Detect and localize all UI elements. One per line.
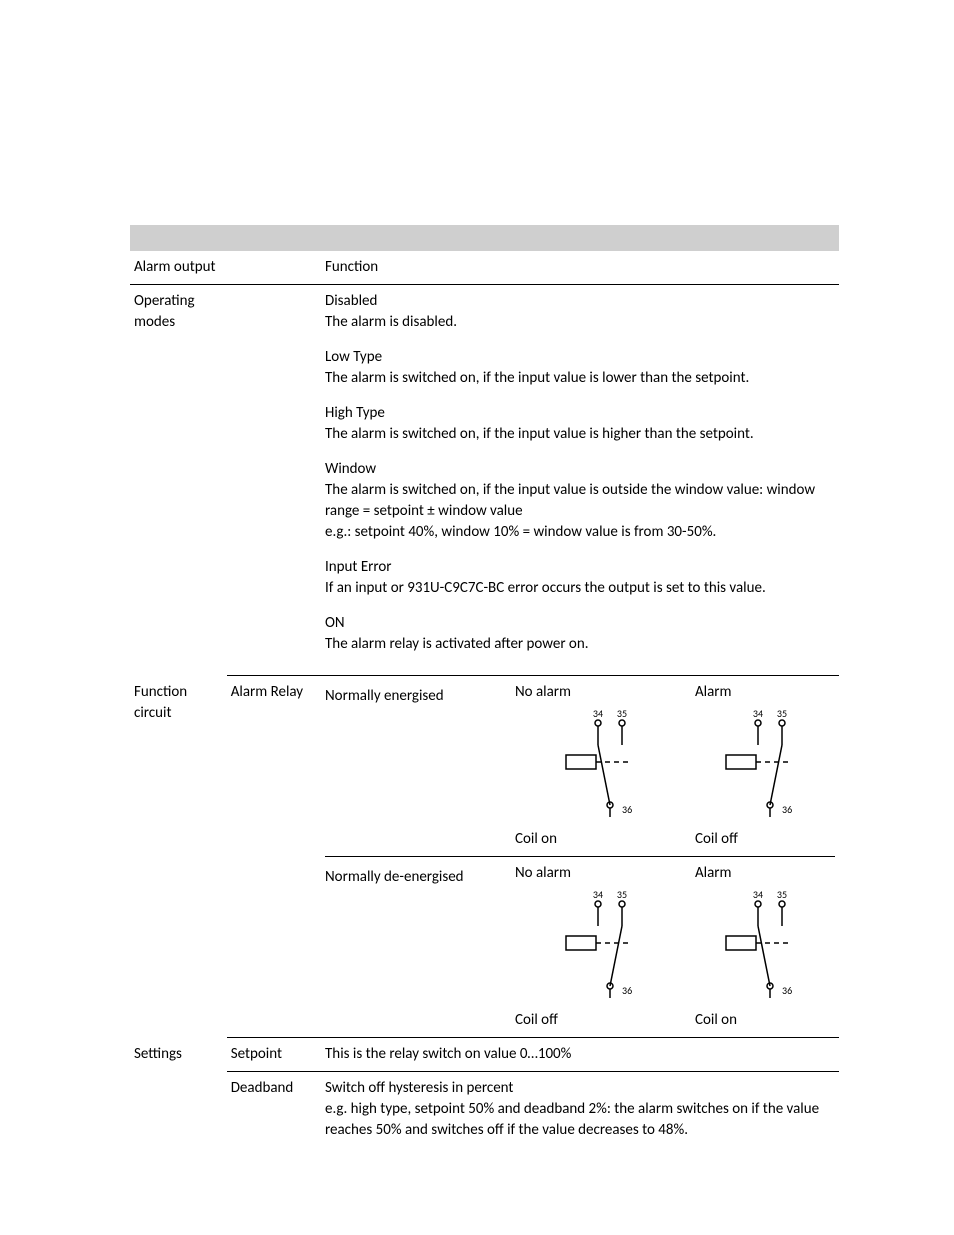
svg-text:35: 35 (617, 707, 627, 720)
cell-deadband: Deadband (227, 1072, 321, 1148)
cell-relay-diagrams: Normally energisedNo alarm 34 35 36 Coil… (321, 676, 839, 1038)
svg-text:34: 34 (753, 707, 763, 720)
deadband-text-line: e.g. high type, setpoint 50% and deadban… (325, 1099, 835, 1141)
relay-variant-label: Normally energised (325, 682, 515, 707)
cell-settings: Settings (130, 1038, 227, 1072)
mode-block: Low TypeThe alarm is switched on, if the… (325, 347, 835, 389)
cell-modes-list: DisabledThe alarm is disabled.Low TypeTh… (321, 285, 839, 676)
mode-block: ONThe alarm relay is activated after pow… (325, 613, 835, 655)
cell-empty (227, 285, 321, 676)
svg-text:36: 36 (622, 984, 632, 997)
mode-text: The alarm is switched on, if the input v… (325, 424, 835, 445)
relay-state-caption: Coil off (515, 1010, 695, 1031)
relay-state-caption: Coil on (515, 829, 695, 850)
mode-block: WindowThe alarm is switched on, if the i… (325, 459, 835, 543)
mode-text: If an input or 931U-C9C7C-BC error occur… (325, 578, 835, 599)
relay-state: No alarm 34 35 36 Coil on (515, 682, 695, 850)
relay-state-caption: Coil off (695, 829, 835, 850)
relay-state: Alarm 34 35 36 Coil off (695, 682, 835, 850)
mode-title: Low Type (325, 347, 835, 368)
relay-variant-row: Normally de-energisedNo alarm 34 35 36 C… (325, 863, 835, 1031)
cell-deadband-text: Switch off hysteresis in percente.g. hig… (321, 1072, 839, 1148)
mode-block: DisabledThe alarm is disabled. (325, 291, 835, 333)
relay-diagram-icon: 34 35 36 (720, 705, 810, 825)
svg-text:35: 35 (617, 888, 627, 901)
relay-state-header: No alarm (515, 863, 695, 884)
relay-state-header: Alarm (695, 682, 835, 703)
relay-variant-label: Normally de-energised (325, 863, 515, 888)
relay-variant-row: Normally energisedNo alarm 34 35 36 Coil… (325, 682, 835, 850)
mode-text: The alarm relay is activated after power… (325, 634, 835, 655)
deadband-text-line: Switch off hysteresis in percent (325, 1078, 835, 1099)
relay-state: Alarm 34 35 36 Coil on (695, 863, 835, 1031)
mode-text: The alarm is switched on, if the input v… (325, 368, 835, 389)
mode-title: Window (325, 459, 835, 480)
relay-state-caption: Coil on (695, 1010, 835, 1031)
mode-text: e.g.: setpoint 40%, window 10% = window … (325, 522, 835, 543)
cell-alarm-relay: Alarm Relay (227, 676, 321, 1038)
svg-text:36: 36 (782, 984, 792, 997)
mode-title: Input Error (325, 557, 835, 578)
relay-diagram-icon: 34 35 36 (560, 886, 650, 1006)
relay-diagram-icon: 34 35 36 (720, 886, 810, 1006)
svg-text:36: 36 (622, 803, 632, 816)
mode-text: The alarm is switched on, if the input v… (325, 480, 835, 522)
mode-block: Input ErrorIf an input or 931U-C9C7C-BC … (325, 557, 835, 599)
relay-diagram-icon: 34 35 36 (560, 705, 650, 825)
cell-operating-modes: Operating modes (130, 285, 227, 676)
mode-text: The alarm is disabled. (325, 312, 835, 333)
svg-text:36: 36 (782, 803, 792, 816)
cell-empty (227, 251, 321, 285)
svg-text:35: 35 (777, 888, 787, 901)
svg-text:35: 35 (777, 707, 787, 720)
svg-text:34: 34 (593, 888, 603, 901)
relay-state-header: No alarm (515, 682, 695, 703)
header-bar (130, 225, 839, 251)
mode-title: High Type (325, 403, 835, 424)
cell-function: Function (321, 251, 839, 285)
mode-title: ON (325, 613, 835, 634)
relay-state-header: Alarm (695, 863, 835, 884)
svg-text:34: 34 (593, 707, 603, 720)
page: Alarm output Function Operating modes Di… (0, 0, 954, 1235)
sub-divider (325, 856, 835, 857)
cell-empty (130, 1072, 227, 1148)
cell-setpoint: Setpoint (227, 1038, 321, 1072)
svg-text:34: 34 (753, 888, 763, 901)
relay-state: No alarm 34 35 36 Coil off (515, 863, 695, 1031)
parameter-table: Alarm output Function Operating modes Di… (130, 251, 839, 1147)
mode-title: Disabled (325, 291, 835, 312)
cell-setpoint-text: This is the relay switch on value 0…100% (321, 1038, 839, 1072)
cell-function-circuit: Function circuit (130, 676, 227, 1038)
cell-alarm-output: Alarm output (130, 251, 227, 285)
mode-block: High TypeThe alarm is switched on, if th… (325, 403, 835, 445)
